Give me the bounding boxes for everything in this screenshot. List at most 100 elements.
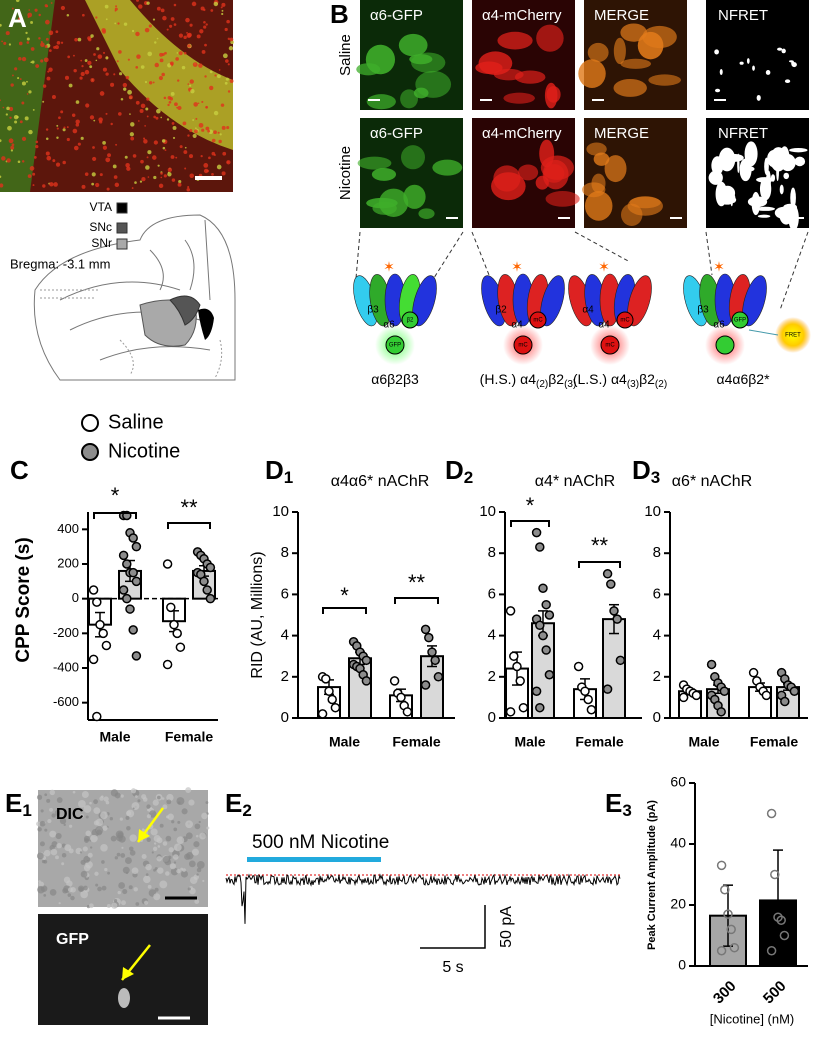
- speck: [29, 166, 35, 171]
- data-point: [531, 527, 542, 538]
- panel-label-letter: E: [5, 788, 22, 818]
- texture: [38, 881, 45, 888]
- y-tick-label: 2: [653, 668, 661, 685]
- y-axis-label: RID (AU, Millions): [249, 551, 266, 678]
- star: ✶: [511, 259, 523, 275]
- speck: [110, 122, 113, 126]
- texture: [173, 827, 178, 832]
- speck: [0, 175, 2, 179]
- texture: [184, 853, 191, 860]
- speck: [195, 127, 197, 129]
- speck: [46, 155, 52, 161]
- speck: [152, 81, 155, 84]
- speck: [173, 3, 177, 7]
- speck: [130, 136, 135, 141]
- texture: [78, 800, 86, 808]
- speck: [105, 18, 108, 21]
- speck: [21, 136, 27, 141]
- texture: [104, 867, 108, 872]
- speck: [208, 156, 211, 160]
- texture: [145, 863, 152, 871]
- cell: [747, 196, 768, 208]
- speck: [205, 106, 208, 109]
- speck: [221, 2, 226, 7]
- data-point: [169, 619, 179, 630]
- yellow-band: [85, 0, 233, 150]
- speck: [45, 137, 49, 141]
- speck: [227, 63, 230, 66]
- speck: [19, 78, 22, 81]
- texture: [147, 884, 152, 889]
- speck: [144, 125, 146, 127]
- speck: [16, 115, 19, 119]
- y-tick-label: 2: [281, 668, 289, 685]
- speck: [187, 83, 190, 85]
- texture: [199, 832, 206, 840]
- speck: [190, 89, 195, 94]
- speck: [135, 100, 140, 105]
- speck: [206, 169, 209, 173]
- tile-label: α6-GFP: [370, 125, 423, 142]
- tag: [731, 311, 749, 329]
- speck: [74, 38, 78, 42]
- speck: [10, 145, 15, 150]
- data-point: [729, 942, 740, 953]
- texture: [109, 817, 113, 821]
- speck: [25, 31, 28, 35]
- texture: [177, 820, 181, 824]
- speck: [167, 103, 170, 107]
- speck: [123, 22, 128, 26]
- micrograph-tile: [706, 0, 809, 110]
- texture: [188, 860, 196, 868]
- texture: [88, 903, 94, 909]
- speck: [42, 84, 47, 88]
- speck: [143, 137, 146, 140]
- speck: [17, 77, 20, 80]
- speck: [211, 173, 214, 176]
- speck: [211, 151, 216, 156]
- texture: [85, 830, 92, 837]
- speck: [84, 69, 90, 75]
- texture: [64, 844, 72, 852]
- region-label: VTA: [90, 200, 112, 214]
- arrow-head: [122, 967, 134, 980]
- data-point: [122, 593, 132, 604]
- data-point: [389, 676, 400, 686]
- speck: [118, 112, 122, 116]
- speck: [177, 79, 180, 82]
- speck: [87, 60, 92, 65]
- data-point: [131, 651, 142, 661]
- panel-label: A: [8, 3, 27, 33]
- speck: [149, 81, 153, 85]
- speck: [26, 41, 30, 44]
- speck: [45, 19, 50, 25]
- speck: [129, 132, 134, 137]
- data-point: [162, 659, 173, 670]
- texture: [150, 828, 158, 836]
- data-point: [748, 667, 759, 678]
- texture: [51, 841, 58, 848]
- data-point: [505, 707, 516, 717]
- speck: [213, 1, 219, 7]
- speck: [181, 65, 186, 70]
- speck: [105, 56, 109, 60]
- speck: [222, 53, 228, 59]
- region-swatch: [116, 238, 128, 250]
- chart-title: α6* nAChR: [672, 473, 752, 490]
- texture: [118, 882, 126, 889]
- data-point: [602, 569, 613, 579]
- data-point: [538, 630, 548, 641]
- data-point: [424, 632, 434, 643]
- texture: [153, 893, 161, 901]
- speck: [95, 182, 100, 188]
- texture: [56, 842, 62, 849]
- texture: [157, 867, 164, 874]
- speck: [110, 82, 115, 87]
- speck: [123, 87, 127, 91]
- panel-label-sub: 2: [242, 801, 251, 820]
- speck: [60, 5, 66, 11]
- panel-label-sub: 2: [464, 468, 473, 487]
- cell: [789, 60, 794, 63]
- speck: [60, 41, 64, 44]
